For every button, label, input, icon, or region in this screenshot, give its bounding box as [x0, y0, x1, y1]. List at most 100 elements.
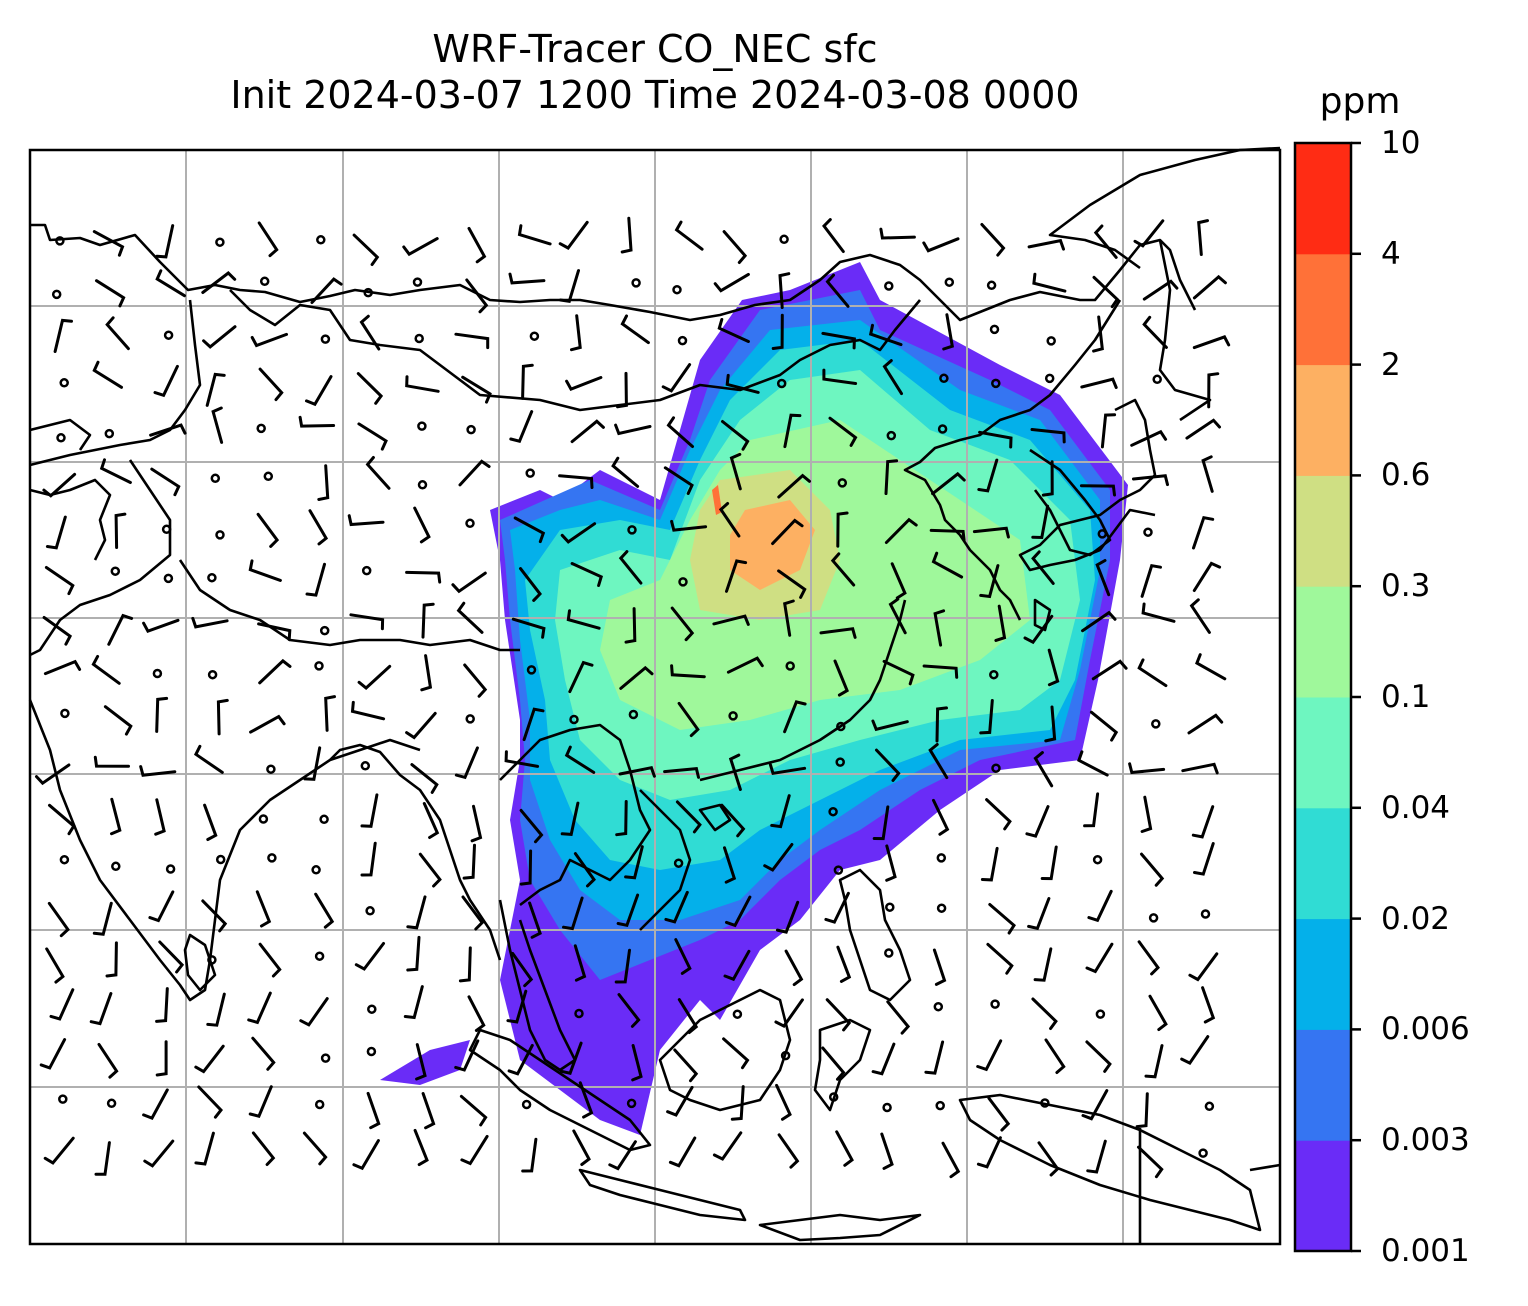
wind-barb [155, 224, 175, 259]
wind-barb [39, 1038, 67, 1070]
wind-barb [578, 1081, 594, 1119]
coastline-east-china [903, 299, 1122, 621]
wind-barb [835, 1130, 854, 1167]
wind-barb [194, 1131, 215, 1166]
wind-barb [1032, 272, 1067, 293]
wind-barb [929, 528, 966, 542]
calm-wind-marker [885, 902, 895, 912]
wind-barb [103, 705, 133, 736]
wind-barb [1081, 610, 1117, 633]
wind-barb [723, 846, 737, 884]
wind-barb [193, 744, 224, 774]
wind-barb [89, 992, 113, 1026]
wind-barb [257, 221, 279, 258]
wind-barb [467, 995, 486, 1032]
wind-barb [201, 899, 228, 933]
wind-barb [302, 1131, 328, 1166]
calm-wind-marker [263, 471, 274, 482]
calm-wind-marker [51, 289, 62, 300]
wind-barb [774, 998, 804, 1029]
calm-wind-marker [1148, 913, 1159, 923]
calm-wind-marker [412, 277, 423, 287]
calm-wind-marker [732, 1009, 743, 1019]
wind-barb [1132, 474, 1169, 487]
calm-wind-marker [414, 333, 424, 344]
border-himalaya [178, 559, 520, 652]
calm-wind-marker [525, 468, 535, 478]
wind-barb [608, 1140, 637, 1171]
calm-wind-marker [210, 473, 221, 484]
calm-wind-marker [360, 761, 371, 771]
wind-barb [924, 1040, 945, 1075]
calm-wind-marker [1095, 1009, 1106, 1019]
wind-barb [35, 763, 71, 786]
wind-barb [941, 1141, 961, 1179]
wind-barb [517, 224, 552, 246]
wind-barb [110, 797, 122, 836]
coastline-malay [498, 899, 577, 1072]
calm-wind-marker [1044, 373, 1055, 384]
wind-barb [778, 272, 791, 309]
colorbar-segment [1295, 586, 1351, 698]
wind-barb [670, 519, 708, 532]
calm-wind-marker [163, 573, 174, 584]
wind-barb [619, 665, 654, 690]
wind-barb [402, 237, 439, 257]
wind-barb [405, 375, 440, 393]
calm-wind-marker [526, 665, 537, 675]
wind-barb [1142, 315, 1168, 349]
wind-barb [1086, 1139, 1107, 1174]
wind-barb [1187, 713, 1224, 735]
wind-barb [614, 423, 652, 436]
colorbar-tick-label: 0.02 [1381, 900, 1451, 937]
wind-barb [149, 423, 187, 437]
wind-barb [725, 895, 752, 928]
wind-barb [620, 216, 633, 254]
wind-barb [616, 893, 640, 928]
wind-barb [666, 416, 694, 448]
wind-barb [1093, 224, 1118, 259]
calm-wind-marker [1143, 527, 1153, 537]
calm-wind-marker [366, 1046, 377, 1057]
wind-barb [1033, 751, 1054, 788]
colorbar-tick-label: 0.1 [1381, 679, 1431, 715]
wind-barb [1135, 1092, 1149, 1129]
wind-barb [1041, 460, 1054, 497]
wind-barb [976, 1136, 1002, 1169]
wind-barb [511, 951, 534, 988]
calm-wind-marker [161, 524, 172, 535]
wind-barb [1142, 279, 1179, 301]
wind-barb [1137, 1145, 1164, 1179]
wind-barb [258, 367, 284, 402]
wind-barb [305, 375, 333, 407]
calm-wind-marker [256, 423, 266, 434]
wind-barb [203, 803, 218, 841]
wind-barb [1095, 559, 1111, 597]
wind-barb [191, 616, 229, 629]
wind-barb [775, 900, 800, 934]
wind-barb [105, 941, 118, 978]
calm-wind-marker [836, 721, 846, 732]
wind-barb [507, 1043, 534, 1076]
calm-wind-marker [569, 714, 579, 725]
calm-wind-marker [59, 378, 69, 388]
coastline-india [28, 699, 421, 1002]
coastline-indochina [499, 723, 652, 907]
wind-barb [979, 564, 1000, 599]
wind-barb [922, 237, 960, 253]
wind-barb [405, 711, 437, 740]
wind-barb [882, 659, 915, 686]
wind-barb [618, 550, 643, 585]
calm-wind-marker [1092, 854, 1103, 865]
wind-barb [825, 998, 852, 1032]
calm-wind-marker [1040, 1098, 1050, 1108]
wind-barb [519, 808, 544, 844]
wind-barb [406, 895, 427, 930]
wind-barb [821, 1046, 846, 1081]
wind-barb [1081, 1089, 1109, 1121]
wind-barb [1148, 994, 1168, 1032]
wind-barb [99, 458, 132, 484]
wind-barb [94, 1141, 111, 1176]
coastline-sakhalin [1158, 239, 1212, 422]
coastline-philippines [838, 868, 912, 1002]
